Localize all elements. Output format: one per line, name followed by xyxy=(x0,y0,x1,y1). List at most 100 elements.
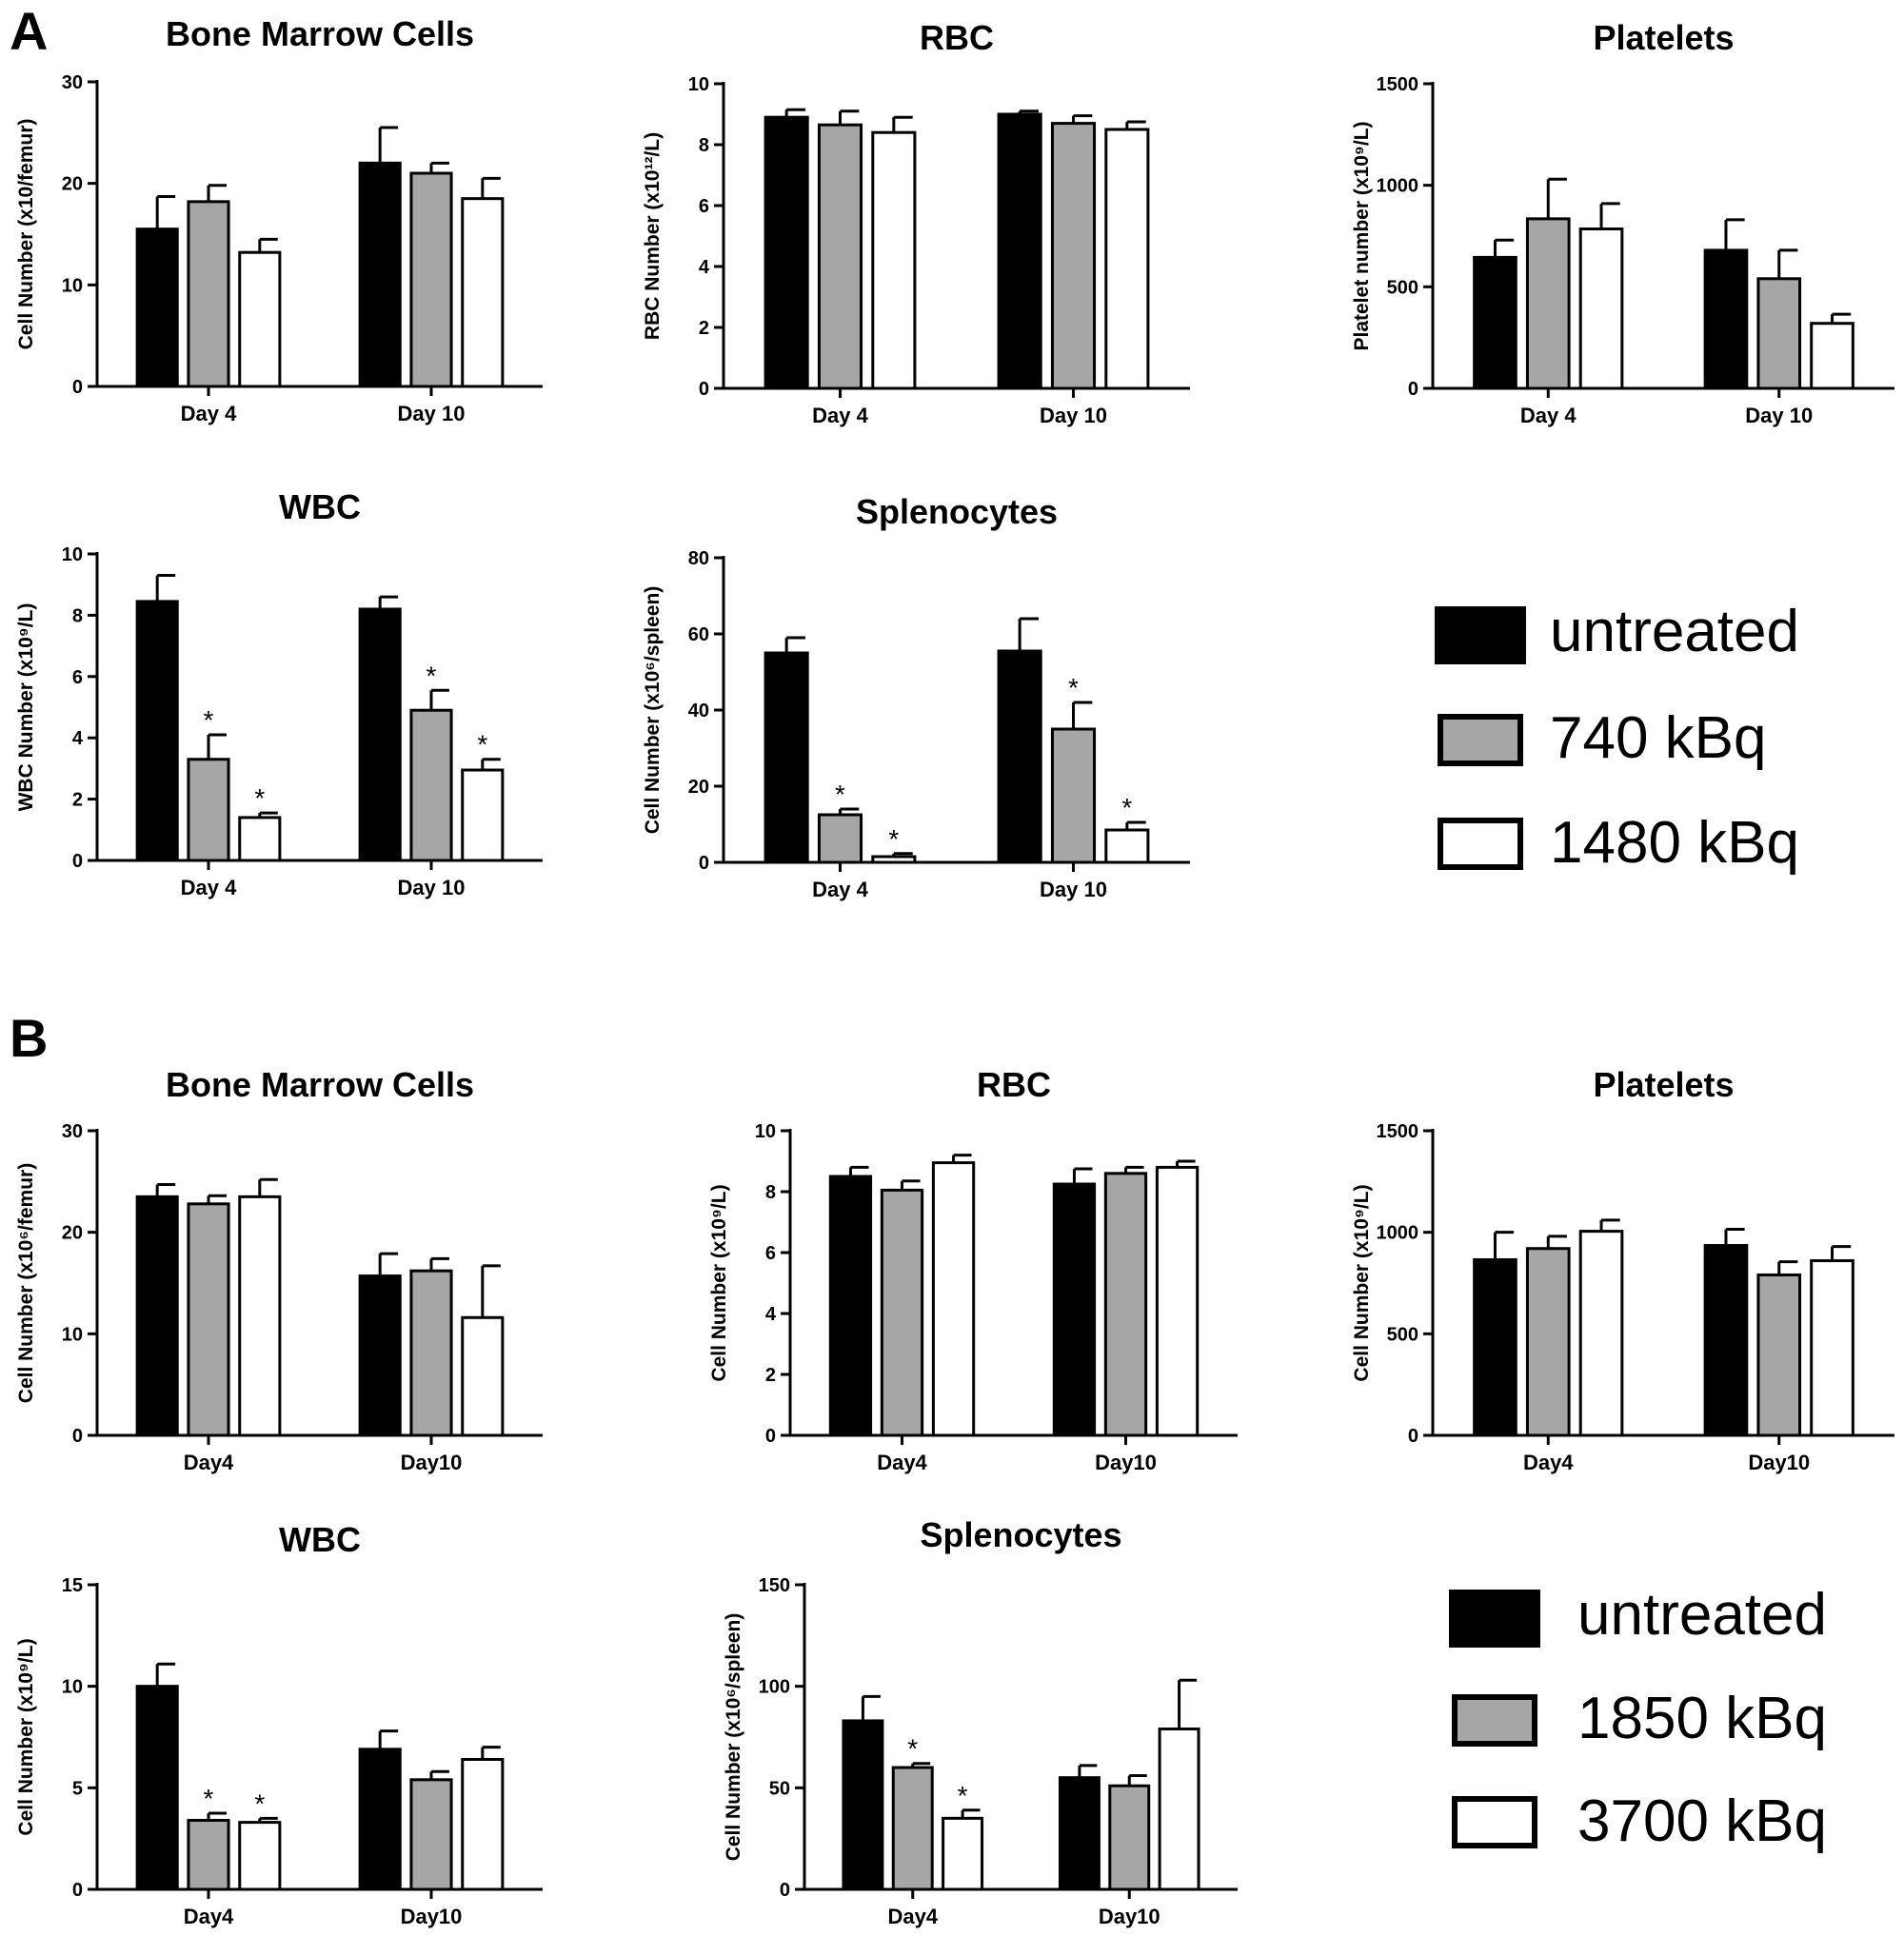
y-tick-label: 10 xyxy=(62,1677,83,1698)
x-tick-label: Day 10 xyxy=(1040,878,1107,901)
significance-asterisk: * xyxy=(204,705,214,735)
legend-label-1480-kbq: 1480 kBq xyxy=(1550,810,1799,876)
y-axis-label: Cell Number (x10⁶/femur) xyxy=(15,1163,37,1403)
bar-1480-kbq-day-4 xyxy=(871,855,917,864)
chart-title: Bone Marrow Cells xyxy=(166,14,474,53)
legend-label-untreated: untreated xyxy=(1550,599,1799,664)
panel-letter-a: A xyxy=(10,1,48,61)
bar-untreated-day4 xyxy=(135,1195,179,1437)
y-tick-label: 0 xyxy=(699,379,709,400)
chart-a-bone-marrow-cells: Bone Marrow Cells 0 10 20 30 Cell Number (x10… xyxy=(15,14,543,425)
y-tick-label: 8 xyxy=(72,605,83,626)
y-tick-label: 100 xyxy=(759,1677,790,1698)
y-tick-label: 1000 xyxy=(1377,176,1419,197)
legend-swatch-3700-kbq xyxy=(1452,1796,1537,1848)
significance-asterisk: * xyxy=(477,730,487,760)
chart-b-wbc: WBC 0 5 10 15 Cell Number (x10⁹/L) Day4 * * Day10 xyxy=(15,1520,543,1928)
y-tick-label: 4 xyxy=(765,1304,777,1325)
bar-untreated-day10 xyxy=(1703,1244,1749,1437)
y-tick-label: 10 xyxy=(755,1121,776,1142)
y-tick-label: 0 xyxy=(1408,1426,1418,1447)
bar-1480-kbq-day-10 xyxy=(461,768,505,862)
bar-740-kbq-day-10 xyxy=(1050,122,1097,390)
y-tick-label: 1500 xyxy=(1377,1121,1419,1142)
chart-title: Platelets xyxy=(1593,18,1734,57)
chart-title: Bone Marrow Cells xyxy=(166,1065,474,1104)
bar-1480-kbq-day-4 xyxy=(871,130,917,390)
bar-3700-kbq-day10 xyxy=(461,1315,505,1437)
y-tick-label: 30 xyxy=(62,72,83,93)
chart-title: RBC xyxy=(977,1065,1051,1104)
y-tick-label: 0 xyxy=(780,1880,790,1901)
y-tick-label: 8 xyxy=(765,1182,776,1203)
bar-1480-kbq-day-4 xyxy=(238,816,282,862)
bar-untreated-day-4 xyxy=(764,115,809,390)
chart-title: WBC xyxy=(279,487,361,526)
y-axis-label: Cell Number (x10⁶/spleen) xyxy=(723,1613,744,1862)
chart-b-platelets: Platelets 0 500 1000 1500 Cell Number (x10⁹/L… xyxy=(1351,1065,1894,1474)
y-axis-label: WBC Number (x10⁹/L) xyxy=(15,603,37,812)
x-tick-label: Day 10 xyxy=(398,876,466,899)
x-tick-label: Day10 xyxy=(1748,1451,1810,1474)
y-tick-label: 10 xyxy=(62,1324,83,1345)
y-tick-label: 0 xyxy=(699,853,709,874)
bar-3700-kbq-day4 xyxy=(238,1195,282,1437)
x-tick-label: Day4 xyxy=(184,1905,234,1928)
bar-1850-kbq-day4 xyxy=(891,1766,934,1891)
y-tick-label: 6 xyxy=(765,1243,776,1264)
y-tick-label: 15 xyxy=(62,1575,83,1596)
chart-b-splenocytes: Splenocytes 0 50 100 150 Cell Number (x10⁶/sp… xyxy=(723,1515,1238,1928)
bar-untreated-day4 xyxy=(1473,1257,1517,1437)
bar-3700-kbq-day4 xyxy=(942,1816,984,1891)
bar-3700-kbq-day4 xyxy=(931,1161,976,1437)
bar-untreated-day-10 xyxy=(997,112,1042,390)
y-tick-label: 500 xyxy=(1387,277,1418,298)
bar-1850-kbq-day4 xyxy=(187,1202,230,1437)
chart-title: Splenocytes xyxy=(920,1515,1121,1554)
bar-740-kbq-day-4 xyxy=(817,123,863,390)
bar-1850-kbq-day4 xyxy=(880,1188,924,1437)
y-axis-label: Cell Number (x10/femur) xyxy=(15,119,37,350)
bar-740-kbq-day-10 xyxy=(409,708,453,862)
y-tick-label: 0 xyxy=(72,1880,83,1901)
y-tick-label: 0 xyxy=(765,1426,776,1447)
x-tick-label: Day10 xyxy=(401,1905,463,1928)
legend-label-1850-kbq: 1850 kBq xyxy=(1577,1686,1827,1751)
chart-a-splenocytes: Splenocytes 0 20 40 60 80 Cell Number (x10⁶/sp… xyxy=(642,492,1190,901)
y-tick-label: 2 xyxy=(699,318,709,339)
y-tick-label: 1000 xyxy=(1377,1223,1419,1244)
y-tick-label: 10 xyxy=(688,74,709,95)
bar-untreated-day4 xyxy=(828,1175,873,1437)
x-tick-label: Day 4 xyxy=(812,404,868,427)
legend-swatch-untreated xyxy=(1435,606,1526,664)
chart-title: RBC xyxy=(920,18,994,57)
bar-untreated-day-4 xyxy=(1473,255,1517,390)
bar-740-kbq-day-10 xyxy=(409,171,453,388)
chart-a-platelets: Platelets 0 500 1000 1500 Platelet number (x1… xyxy=(1351,18,1894,427)
y-tick-label: 500 xyxy=(1387,1324,1418,1345)
bar-3700-kbq-day4 xyxy=(238,1821,282,1891)
x-tick-label: Day 10 xyxy=(398,402,466,425)
x-tick-label: Day 10 xyxy=(1040,404,1107,427)
y-tick-label: 4 xyxy=(72,728,84,749)
chart-b-bone-marrow-cells: Bone Marrow Cells 0 10 20 30 Cell Number (x10… xyxy=(15,1065,543,1474)
bar-1850-kbq-day10 xyxy=(1103,1172,1148,1437)
y-axis-label: Cell Number (x10⁶/spleen) xyxy=(642,586,664,835)
legend-label-3700-kbq: 3700 kBq xyxy=(1577,1788,1827,1854)
y-tick-label: 80 xyxy=(688,548,709,569)
x-tick-label: Day 4 xyxy=(181,876,237,899)
y-tick-label: 6 xyxy=(699,196,709,217)
legend-label-740-kbq: 740 kBq xyxy=(1550,705,1767,771)
bar-1850-kbq-day4 xyxy=(1525,1247,1571,1437)
bar-1480-kbq-day-10 xyxy=(1104,128,1150,390)
x-tick-label: Day10 xyxy=(1099,1905,1160,1928)
bar-1850-kbq-day4 xyxy=(187,1818,230,1891)
bar-1850-kbq-day10 xyxy=(1108,1784,1151,1891)
x-tick-label: Day4 xyxy=(877,1451,927,1474)
bar-3700-kbq-day10 xyxy=(1155,1165,1200,1437)
bar-740-kbq-day-4 xyxy=(1525,217,1571,390)
y-axis-label: Cell Number (x10⁹/L) xyxy=(708,1184,730,1381)
bar-1480-kbq-day-10 xyxy=(1810,322,1854,390)
